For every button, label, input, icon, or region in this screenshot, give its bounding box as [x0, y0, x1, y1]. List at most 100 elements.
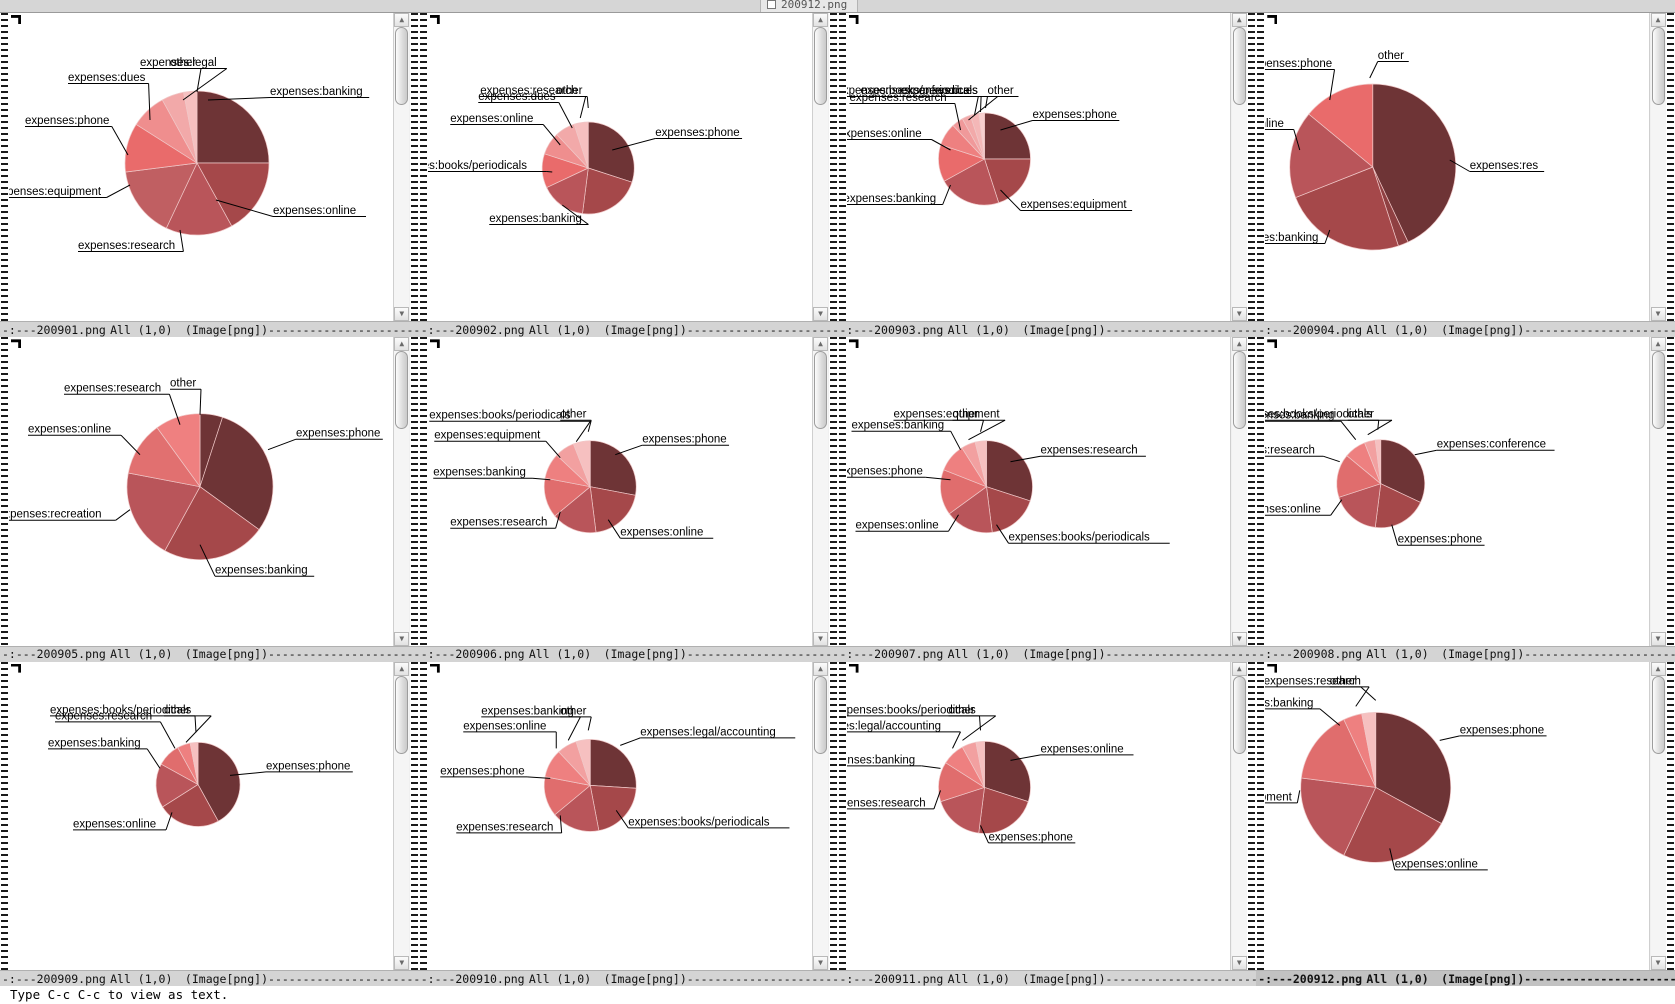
vertical-scrollbar[interactable]: ▲ ▼ [392, 13, 410, 322]
scroll-down-arrow-icon[interactable]: ▼ [1650, 307, 1666, 322]
emacs-window-200908[interactable]: expenses:conference expenses:phone expense… [1256, 337, 1675, 662]
scrollbar-track[interactable] [394, 675, 410, 956]
mode-line-200911[interactable]: -:--- 200911.png All (1,0) (Image[png]) ----… [837, 970, 1257, 986]
scroll-up-arrow-icon[interactable]: ▲ [1650, 337, 1666, 352]
emacs-window-200905[interactable]: expenses:phone expenses:banking expenses:r… [0, 337, 419, 662]
scroll-up-arrow-icon[interactable]: ▲ [813, 13, 828, 27]
vertical-scrollbar[interactable]: ▲ ▼ [811, 13, 829, 322]
scroll-down-arrow-icon[interactable]: ▼ [1231, 956, 1247, 970]
scroll-down-arrow-icon[interactable]: ▼ [1231, 307, 1247, 322]
scroll-down-arrow-icon[interactable]: ▼ [394, 956, 410, 970]
image-canvas-200909[interactable]: expenses:phone expenses:online expenses:ba… [9, 661, 393, 970]
image-canvas-200911[interactable]: expenses:online expenses:phone expenses:re… [846, 661, 1231, 970]
vertical-scrollbar[interactable]: ▲ ▼ [1230, 13, 1248, 322]
scrollbar-thumb[interactable] [814, 351, 827, 430]
scroll-up-arrow-icon[interactable]: ▲ [813, 337, 828, 352]
mode-line-200912[interactable]: -:--- 200912.png All (1,0) (Image[png]) ----… [1256, 970, 1675, 986]
scrollbar-thumb[interactable] [395, 351, 409, 430]
scrollbar-thumb[interactable] [1232, 351, 1246, 430]
scroll-up-arrow-icon[interactable]: ▲ [1231, 661, 1247, 676]
scrollbar-track[interactable] [1650, 675, 1666, 956]
emacs-window-200907[interactable]: expenses:research expenses:books/periodic… [837, 337, 1257, 662]
emacs-window-200912[interactable]: expenses:phone expenses:online expenses:eq… [1256, 661, 1675, 986]
scrollbar-track[interactable] [1650, 351, 1666, 632]
image-canvas-200901[interactable]: expenses:banking expenses:online expenses:… [9, 13, 393, 322]
emacs-window-200910[interactable]: expenses:legal/accounting expenses:books/… [418, 661, 838, 986]
scrollbar-track[interactable] [1231, 27, 1247, 308]
scroll-up-arrow-icon[interactable]: ▲ [1650, 13, 1666, 27]
mode-line-200907[interactable]: -:--- 200907.png All (1,0) (Image[png]) ----… [837, 645, 1257, 662]
image-canvas-200907[interactable]: expenses:research expenses:books/periodic… [846, 337, 1231, 646]
image-canvas-200910[interactable]: expenses:legal/accounting expenses:books/… [427, 661, 812, 970]
scroll-up-arrow-icon[interactable]: ▲ [1231, 13, 1247, 27]
scrollbar-thumb[interactable] [395, 675, 409, 754]
vertical-scrollbar[interactable]: ▲ ▼ [1230, 661, 1248, 970]
scroll-up-arrow-icon[interactable]: ▲ [1650, 661, 1666, 676]
image-canvas-200906[interactable]: expenses:phone expenses:online expenses:re… [427, 337, 812, 646]
vertical-scrollbar[interactable]: ▲ ▼ [811, 337, 829, 646]
scrollbar-track[interactable] [394, 351, 410, 632]
scroll-down-arrow-icon[interactable]: ▼ [813, 307, 828, 322]
emacs-window-200906[interactable]: expenses:phone expenses:online expenses:re… [418, 337, 838, 662]
vertical-scrollbar[interactable]: ▲ ▼ [392, 661, 410, 970]
mode-line-200906[interactable]: -:--- 200906.png All (1,0) (Image[png]) ----… [418, 645, 838, 662]
scroll-down-arrow-icon[interactable]: ▼ [1650, 631, 1666, 646]
scrollbar-track[interactable] [1231, 351, 1247, 632]
vertical-scrollbar[interactable]: ▲ ▼ [392, 337, 410, 646]
mode-line-200910[interactable]: -:--- 200910.png All (1,0) (Image[png]) ----… [418, 970, 838, 986]
scrollbar-track[interactable] [1650, 27, 1666, 308]
vertical-scrollbar[interactable]: ▲ ▼ [1649, 13, 1666, 322]
scroll-down-arrow-icon[interactable]: ▼ [813, 631, 828, 646]
scrollbar-thumb[interactable] [1232, 675, 1246, 754]
scrollbar-track[interactable] [813, 351, 828, 632]
vertical-scrollbar[interactable]: ▲ ▼ [1230, 337, 1248, 646]
scroll-down-arrow-icon[interactable]: ▼ [813, 956, 828, 970]
mode-line-200902[interactable]: -:--- 200902.png All (1,0) (Image[png]) ----… [418, 321, 838, 338]
emacs-window-200904[interactable]: other expenses:res expenses:banking expense… [1256, 13, 1675, 338]
scrollbar-thumb[interactable] [814, 27, 827, 105]
vertical-scrollbar[interactable]: ▲ ▼ [1649, 337, 1666, 646]
scrollbar-thumb[interactable] [1232, 27, 1246, 105]
emacs-window-200911[interactable]: expenses:online expenses:phone expenses:re… [837, 661, 1257, 986]
pie-leader-line [961, 715, 996, 741]
scroll-up-arrow-icon[interactable]: ▲ [394, 661, 410, 676]
scrollbar-thumb[interactable] [395, 27, 409, 105]
scrollbar-track[interactable] [394, 27, 410, 308]
scrollbar-thumb[interactable] [1651, 675, 1665, 754]
scroll-up-arrow-icon[interactable]: ▲ [394, 13, 410, 27]
scroll-down-arrow-icon[interactable]: ▼ [394, 307, 410, 322]
mode-line-200903[interactable]: -:--- 200903.png All (1,0) (Image[png]) ----… [837, 321, 1257, 338]
scroll-down-arrow-icon[interactable]: ▼ [394, 631, 410, 646]
minibuffer[interactable]: Type C-c C-c to view as text. [0, 986, 1675, 1004]
mode-line-200904[interactable]: -:--- 200904.png All (1,0) (Image[png]) ----… [1256, 321, 1675, 338]
scroll-up-arrow-icon[interactable]: ▲ [1231, 337, 1247, 352]
vertical-scrollbar[interactable]: ▲ ▼ [1649, 661, 1666, 970]
scroll-down-arrow-icon[interactable]: ▼ [1650, 956, 1666, 970]
emacs-window-200902[interactable]: expenses:phone expenses:banking enses:book… [418, 13, 838, 338]
scroll-up-arrow-icon[interactable]: ▲ [813, 661, 828, 676]
scroll-up-arrow-icon[interactable]: ▲ [394, 337, 410, 352]
image-canvas-200908[interactable]: expenses:conference expenses:phone expense… [1265, 337, 1649, 646]
emacs-window-200909[interactable]: expenses:phone expenses:online expenses:ba… [0, 661, 419, 986]
image-canvas-200905[interactable]: expenses:phone expenses:banking expenses:r… [9, 337, 393, 646]
scrollbar-thumb[interactable] [1651, 351, 1665, 430]
vertical-scrollbar[interactable]: ▲ ▼ [811, 661, 829, 970]
emacs-window-200901[interactable]: expenses:banking expenses:online expenses:… [0, 13, 419, 338]
mode-line-200905[interactable]: -:--- 200905.png All (1,0) (Image[png]) ----… [0, 645, 419, 662]
tab-200912[interactable]: 200912.png [760, 0, 859, 12]
mode-line-200908[interactable]: -:--- 200908.png All (1,0) (Image[png]) ----… [1256, 645, 1675, 662]
scrollbar-thumb[interactable] [1651, 27, 1665, 105]
image-canvas-200903[interactable]: expenses:phone expenses:equipment expenses… [846, 13, 1231, 322]
scrollbar-thumb[interactable] [814, 675, 827, 754]
emacs-window-200903[interactable]: expenses:phone expenses:equipment expenses… [837, 13, 1257, 338]
scrollbar-track[interactable] [813, 27, 828, 308]
mode-line-200901[interactable]: -:--- 200901.png All (1,0) (Image[png]) ----… [0, 321, 419, 338]
image-canvas-200912[interactable]: expenses:phone expenses:online expenses:eq… [1265, 661, 1649, 970]
tab-bar[interactable]: 200912.png [0, 0, 1675, 13]
scroll-down-arrow-icon[interactable]: ▼ [1231, 631, 1247, 646]
image-canvas-200902[interactable]: expenses:phone expenses:banking enses:book… [427, 13, 812, 322]
scrollbar-track[interactable] [1231, 675, 1247, 956]
image-canvas-200904[interactable]: other expenses:res expenses:banking expense… [1265, 13, 1649, 322]
scrollbar-track[interactable] [813, 675, 828, 956]
mode-line-200909[interactable]: -:--- 200909.png All (1,0) (Image[png]) ----… [0, 970, 419, 986]
